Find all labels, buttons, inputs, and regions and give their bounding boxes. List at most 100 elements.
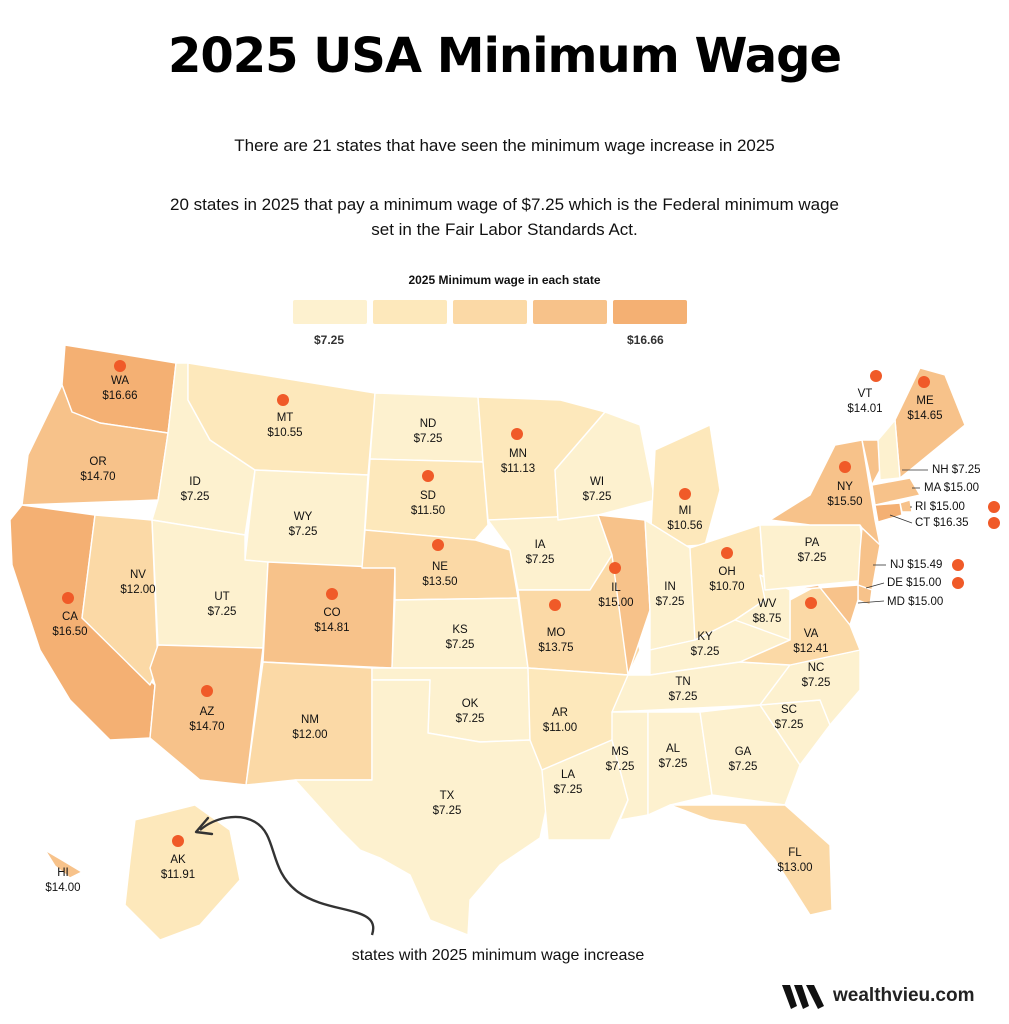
increase-dot-nj	[952, 559, 964, 571]
state-label-vt: VT $14.01	[847, 388, 882, 415]
increase-dot-ny	[839, 461, 851, 473]
increase-dot-ne	[432, 539, 444, 551]
state-label-ct: CT $16.35	[915, 517, 969, 529]
state-abbr-tn: TN	[675, 676, 690, 688]
state-abbr-nd: ND	[420, 418, 437, 430]
state-label-oh: OH $10.70	[709, 566, 744, 593]
increase-dot-ak	[172, 835, 184, 847]
state-sd[interactable]	[364, 458, 489, 541]
state-label-nm: NM $12.00	[292, 714, 327, 741]
state-label-ms: MS $7.25	[606, 746, 635, 773]
brand-name: wealthvieu.com	[833, 985, 975, 1006]
state-abbr-mo: MO	[547, 627, 566, 639]
state-label-id: ID $7.25	[181, 476, 210, 503]
state-abbr-ky: KY	[697, 631, 713, 643]
state-label-ar: AR $11.00	[543, 707, 577, 734]
state-al[interactable]	[647, 711, 713, 816]
state-ga[interactable]	[699, 704, 801, 806]
legend-max-label: $16.66	[627, 333, 664, 347]
state-label-nv: NV $12.00	[120, 569, 155, 596]
increase-dot-mi	[679, 488, 691, 500]
state-abbr-ut: UT	[214, 591, 229, 603]
legend-min-label: $7.25	[314, 333, 345, 347]
state-label-de: DE $15.00	[887, 577, 941, 589]
state-label-ma: MA $15.00	[924, 482, 979, 494]
state-wage-nv: $12.00	[120, 584, 155, 596]
state-abbr-me: ME	[916, 395, 934, 407]
state-wage-ms: $7.25	[606, 761, 635, 773]
state-il[interactable]	[597, 514, 651, 676]
state-wage-me: $14.65	[907, 410, 942, 422]
state-label-fl: FL $13.00	[777, 847, 812, 874]
state-wage-ks: $7.25	[446, 639, 475, 651]
state-nh[interactable]	[877, 419, 901, 481]
state-wage-sd: $11.50	[411, 505, 445, 517]
state-wage-sc: $7.25	[775, 719, 804, 731]
state-wage-ia: $7.25	[526, 554, 555, 566]
increase-dot-de	[952, 577, 964, 589]
state-abbr-ga: GA	[735, 746, 752, 758]
state-wage-ne: $13.50	[422, 576, 457, 588]
state-label-il: IL $15.00	[598, 582, 633, 609]
state-abbr-al: AL	[666, 743, 681, 755]
state-ny[interactable]	[769, 439, 881, 546]
state-wage-mt: $10.55	[267, 427, 302, 439]
leader-line-de	[865, 582, 885, 589]
state-abbr-hi: HI	[57, 867, 69, 879]
state-label-me: ME $14.65	[907, 395, 942, 422]
legend-swatch-2	[373, 300, 447, 324]
state-label-wa: WA $16.66	[102, 375, 137, 402]
brand-logo[interactable]: wealthvieu.com	[780, 982, 980, 1012]
state-wage-mi: $10.56	[667, 520, 702, 532]
state-abbr-nv: NV	[130, 569, 146, 581]
state-ak[interactable]	[124, 804, 241, 941]
state-abbr-co: CO	[323, 607, 340, 619]
legend-title: 2025 Minimum wage in each state	[408, 273, 601, 287]
state-abbr-va: VA	[804, 628, 819, 640]
state-label-mt: MT $10.55	[267, 412, 302, 439]
increase-dot-ca	[62, 592, 74, 604]
state-abbr-il: IL	[611, 582, 621, 594]
state-label-ia: IA $7.25	[526, 539, 555, 566]
state-wage-ok: $7.25	[456, 713, 485, 725]
state-label-ca: CA $16.50	[52, 611, 87, 638]
state-label-va: VA $12.41	[793, 628, 828, 655]
increase-dot-me	[918, 376, 930, 388]
state-label-sc: SC $7.25	[775, 704, 804, 731]
state-la[interactable]	[541, 739, 629, 841]
state-label-mn: MN $11.13	[501, 448, 535, 475]
state-abbr-sd: SD	[420, 490, 436, 502]
state-tx[interactable]	[294, 679, 549, 936]
state-label-nd: ND $7.25	[414, 418, 443, 445]
state-abbr-ak: AK	[170, 854, 186, 866]
leader-line-ct	[889, 514, 913, 524]
state-me[interactable]	[894, 367, 966, 479]
state-wage-az: $14.70	[189, 721, 224, 733]
state-label-mo: MO $13.75	[538, 627, 573, 654]
state-label-ga: GA $7.25	[729, 746, 758, 773]
state-wage-vt: $14.01	[847, 403, 882, 415]
wealthvieu-logo-icon	[782, 985, 824, 1009]
legend-swatch-1	[293, 300, 367, 324]
state-hi[interactable]	[44, 849, 83, 879]
state-wage-la: $7.25	[554, 784, 583, 796]
state-label-tn: TN $7.25	[669, 676, 698, 703]
state-wage-va: $12.41	[793, 643, 828, 655]
state-ma[interactable]	[871, 477, 921, 506]
state-abbr-wa: WA	[111, 375, 129, 387]
state-abbr-id: ID	[189, 476, 201, 488]
legend-swatch-3	[453, 300, 527, 324]
state-label-ks: KS $7.25	[446, 624, 475, 651]
state-md[interactable]	[789, 584, 859, 626]
state-fl[interactable]	[669, 804, 833, 916]
state-ct[interactable]	[874, 502, 903, 523]
leader-line-md	[857, 600, 885, 604]
state-az[interactable]	[149, 644, 264, 786]
state-label-ky: KY $7.25	[691, 631, 720, 658]
state-label-ri: RI $15.00	[915, 501, 965, 513]
state-label-la: LA $7.25	[554, 769, 583, 796]
state-abbr-nm: NM	[301, 714, 319, 726]
state-abbr-wv: WV	[758, 598, 777, 610]
state-label-sd: SD $11.50	[411, 490, 445, 517]
state-wage-ar: $11.00	[543, 722, 577, 734]
